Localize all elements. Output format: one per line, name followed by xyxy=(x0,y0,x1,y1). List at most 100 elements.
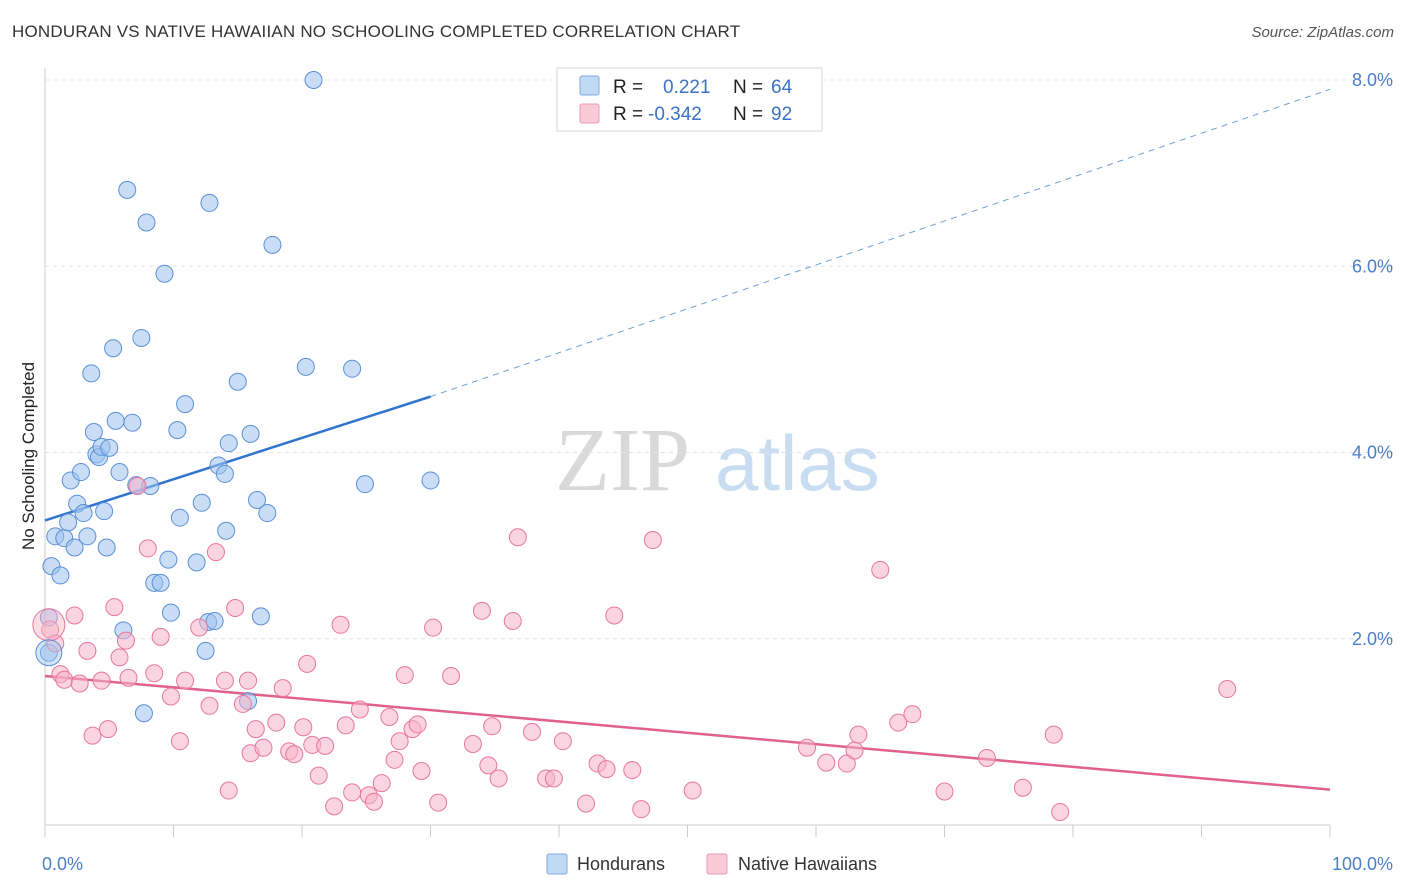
chart-title: HONDURAN VS NATIVE HAWAIIAN NO SCHOOLING… xyxy=(12,22,741,41)
honduran-point xyxy=(296,357,315,376)
native-hawaiian-trend-line xyxy=(44,674,1331,791)
honduran-point xyxy=(421,471,440,490)
native-hawaiian-point xyxy=(889,713,908,732)
x-tick-label: 0.0% xyxy=(42,854,83,874)
native-hawaiian-point xyxy=(105,598,124,617)
native-hawaiian-point xyxy=(1218,680,1237,699)
native-hawaiian-point xyxy=(643,531,662,550)
legend-n-label-1: N = xyxy=(733,77,763,98)
native-hawaiian-point xyxy=(1013,778,1032,797)
native-hawaiian-point xyxy=(233,694,252,713)
native-hawaiian-point xyxy=(412,761,431,780)
native-hawaiian-point xyxy=(273,679,292,698)
native-hawaiian-point xyxy=(385,750,404,769)
honduran-point xyxy=(65,538,84,557)
honduran-point xyxy=(159,550,178,569)
native-hawaiian-point xyxy=(503,612,522,631)
honduran-point xyxy=(196,641,215,660)
legend-n-value-1: 64 xyxy=(771,77,793,98)
honduran-point xyxy=(170,508,189,527)
honduran-point xyxy=(155,264,174,283)
native-hawaiian-point xyxy=(78,641,97,660)
legend-r-value-2: -0.342 xyxy=(648,104,702,125)
series-legend: Hondurans Native Hawaiians xyxy=(546,853,877,875)
native-hawaiian-point xyxy=(83,726,102,745)
native-hawaiian-point xyxy=(935,782,954,801)
native-hawaiian-point xyxy=(32,608,66,642)
honduran-point xyxy=(263,235,282,254)
native-hawaiian-point xyxy=(605,606,624,625)
native-hawaiian-point xyxy=(683,781,702,800)
y-tick-label: 6.0% xyxy=(1352,256,1393,276)
honduran-point xyxy=(82,364,101,383)
native-hawaiian-point xyxy=(508,528,527,547)
native-hawaiian-point xyxy=(364,792,383,811)
native-hawaiian-point xyxy=(523,722,542,741)
native-hawaiian-point xyxy=(632,800,651,819)
native-hawaiian-point xyxy=(977,748,996,767)
watermark-zip: ZIP xyxy=(555,411,690,510)
honduran-point xyxy=(355,475,374,494)
honduran-point xyxy=(228,372,247,391)
honduran-point xyxy=(84,423,103,442)
legend-n-value-2: 92 xyxy=(771,104,792,125)
correlation-legend: R = 0.221 N = 64 R = -0.342 N = 92 xyxy=(556,67,823,132)
native-hawaiian-point xyxy=(206,543,225,562)
honduran-point xyxy=(97,538,116,557)
native-hawaiian-point xyxy=(845,741,864,760)
native-hawaiian-point xyxy=(200,696,219,715)
honduran-point xyxy=(168,421,187,440)
honduran-point xyxy=(200,193,219,212)
native-hawaiian-point xyxy=(1044,725,1063,744)
honduran-point xyxy=(104,339,123,358)
native-hawaiian-point xyxy=(483,717,502,736)
honduran-point xyxy=(134,704,153,723)
honduran-point xyxy=(176,395,195,414)
native-hawaiian-point xyxy=(798,738,817,757)
gridlines xyxy=(45,79,1395,640)
y-tick-label: 2.0% xyxy=(1352,629,1393,649)
honduran-point xyxy=(110,463,129,482)
native-hawaiian-point xyxy=(597,760,616,779)
native-hawaiian-point xyxy=(350,700,369,719)
legend-swatch-native-hawaiians xyxy=(579,103,600,124)
native-hawaiian-point xyxy=(215,671,234,690)
legend-r-label-1: R = xyxy=(613,77,643,98)
honduran-point xyxy=(78,527,97,546)
native-hawaiian-point xyxy=(316,736,335,755)
honduran-point xyxy=(137,213,156,232)
bottom-legend-native-hawaiians: Native Hawaiians xyxy=(738,854,877,874)
native-hawaiian-point xyxy=(408,715,427,734)
legend-n-label-2: N = xyxy=(733,104,763,125)
honduran-point xyxy=(258,504,277,523)
native-hawaiian-point xyxy=(331,615,350,634)
native-hawaiian-point xyxy=(442,667,461,685)
native-hawaiian-point xyxy=(254,738,273,757)
honduran-point xyxy=(132,328,151,347)
native-hawaiian-point xyxy=(170,732,189,751)
native-hawaiian-point xyxy=(267,713,286,732)
native-hawaiian-point xyxy=(380,707,399,726)
native-hawaiian-point xyxy=(190,618,209,637)
native-hawaiian-point xyxy=(119,668,138,687)
native-hawaiian-point xyxy=(429,793,448,812)
honduran-point xyxy=(304,71,323,89)
honduran-point xyxy=(118,180,137,199)
native-hawaiian-point xyxy=(116,631,135,650)
native-hawaiian-point xyxy=(544,769,563,788)
honduran-trend-extension xyxy=(430,88,1331,398)
native-hawaiian-point xyxy=(239,671,258,690)
native-hawaiian-point xyxy=(161,687,180,706)
data-points xyxy=(32,71,1237,821)
native-hawaiian-point xyxy=(576,794,595,813)
native-hawaiian-point xyxy=(110,648,129,667)
x-tick-label: 100.0% xyxy=(1332,854,1393,874)
native-hawaiian-point xyxy=(294,718,313,737)
native-hawaiian-point xyxy=(98,720,117,739)
watermark-atlas: atlas xyxy=(715,419,880,507)
native-hawaiian-point xyxy=(623,761,642,780)
bottom-legend-swatch-native-hawaiians xyxy=(706,853,728,875)
honduran-point xyxy=(123,413,142,432)
native-hawaiian-point xyxy=(336,716,355,735)
native-hawaiian-point xyxy=(489,769,508,788)
